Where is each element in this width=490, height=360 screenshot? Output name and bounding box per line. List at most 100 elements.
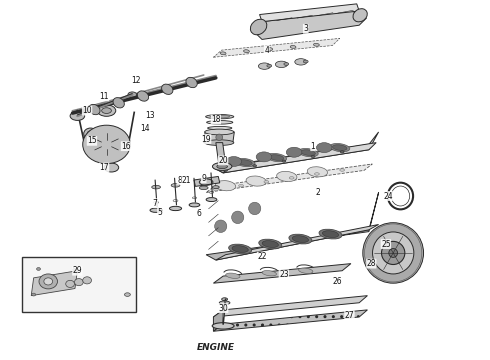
Ellipse shape: [301, 150, 316, 156]
Ellipse shape: [303, 60, 308, 63]
Polygon shape: [216, 225, 379, 260]
Text: 10: 10: [82, 106, 92, 115]
Ellipse shape: [235, 158, 255, 167]
Bar: [22, 257, 136, 312]
Ellipse shape: [292, 236, 309, 242]
Text: 30: 30: [218, 303, 228, 312]
Ellipse shape: [212, 323, 234, 329]
Ellipse shape: [205, 129, 234, 135]
Text: 12: 12: [131, 76, 141, 85]
Text: 15: 15: [87, 136, 97, 145]
Text: 11: 11: [99, 92, 109, 101]
Ellipse shape: [267, 153, 287, 162]
Ellipse shape: [217, 165, 227, 168]
Ellipse shape: [113, 98, 124, 108]
Ellipse shape: [216, 134, 222, 140]
Ellipse shape: [244, 50, 249, 53]
Ellipse shape: [162, 84, 173, 94]
Ellipse shape: [322, 231, 339, 238]
Ellipse shape: [277, 171, 297, 181]
Ellipse shape: [275, 61, 288, 68]
Polygon shape: [31, 271, 77, 296]
Ellipse shape: [213, 186, 219, 189]
Ellipse shape: [216, 181, 236, 191]
Ellipse shape: [205, 140, 234, 145]
Text: 16: 16: [121, 142, 131, 151]
Ellipse shape: [220, 52, 226, 55]
Polygon shape: [223, 143, 376, 173]
Ellipse shape: [102, 108, 111, 113]
Ellipse shape: [83, 125, 130, 164]
Ellipse shape: [214, 188, 218, 191]
Polygon shape: [204, 132, 234, 143]
Ellipse shape: [258, 63, 270, 69]
Polygon shape: [214, 264, 351, 283]
Ellipse shape: [226, 273, 240, 278]
Polygon shape: [260, 4, 359, 22]
Ellipse shape: [314, 43, 319, 46]
Ellipse shape: [229, 244, 252, 254]
Text: 9: 9: [201, 174, 206, 183]
Text: 29: 29: [73, 266, 82, 275]
Ellipse shape: [262, 271, 276, 276]
Ellipse shape: [389, 248, 397, 257]
Ellipse shape: [289, 177, 294, 179]
Ellipse shape: [238, 160, 252, 165]
Ellipse shape: [39, 274, 57, 289]
Ellipse shape: [137, 91, 148, 101]
Ellipse shape: [298, 268, 313, 273]
Ellipse shape: [208, 126, 232, 130]
Text: 25: 25: [381, 239, 391, 248]
Ellipse shape: [372, 232, 414, 274]
Polygon shape: [214, 296, 368, 317]
Ellipse shape: [150, 208, 162, 212]
Ellipse shape: [284, 63, 289, 66]
Text: 18: 18: [211, 115, 220, 124]
Ellipse shape: [124, 293, 130, 296]
Ellipse shape: [311, 156, 315, 158]
Ellipse shape: [290, 45, 296, 48]
Ellipse shape: [250, 19, 267, 35]
Ellipse shape: [353, 9, 368, 22]
Text: 7: 7: [153, 199, 158, 208]
Ellipse shape: [286, 147, 302, 157]
Ellipse shape: [104, 163, 119, 172]
Ellipse shape: [206, 114, 234, 119]
Ellipse shape: [330, 144, 350, 152]
Text: ENGINE: ENGINE: [197, 342, 235, 351]
Ellipse shape: [340, 151, 344, 153]
Text: 14: 14: [141, 124, 150, 133]
Polygon shape: [214, 310, 368, 331]
Text: 27: 27: [344, 311, 354, 320]
Text: 24: 24: [384, 192, 393, 201]
Ellipse shape: [223, 169, 227, 171]
Ellipse shape: [44, 278, 52, 285]
Ellipse shape: [264, 180, 269, 183]
Ellipse shape: [248, 202, 261, 215]
Ellipse shape: [319, 229, 342, 239]
Ellipse shape: [232, 211, 244, 224]
Ellipse shape: [221, 298, 227, 301]
Polygon shape: [214, 310, 223, 331]
Ellipse shape: [207, 121, 233, 124]
Ellipse shape: [363, 223, 423, 283]
Ellipse shape: [333, 145, 347, 150]
Ellipse shape: [215, 220, 227, 233]
Ellipse shape: [92, 132, 121, 156]
Ellipse shape: [219, 301, 230, 305]
Polygon shape: [194, 176, 220, 186]
Ellipse shape: [282, 160, 286, 162]
Ellipse shape: [246, 176, 266, 186]
Text: 20: 20: [219, 156, 228, 165]
Ellipse shape: [170, 206, 182, 211]
Ellipse shape: [98, 105, 116, 116]
Text: 8: 8: [177, 176, 182, 185]
Text: 2: 2: [316, 188, 320, 197]
Polygon shape: [214, 39, 340, 57]
Ellipse shape: [307, 167, 327, 177]
Polygon shape: [216, 143, 225, 164]
Ellipse shape: [210, 116, 230, 118]
Text: 28: 28: [367, 259, 376, 268]
Ellipse shape: [262, 241, 278, 247]
Text: 3: 3: [303, 24, 308, 33]
